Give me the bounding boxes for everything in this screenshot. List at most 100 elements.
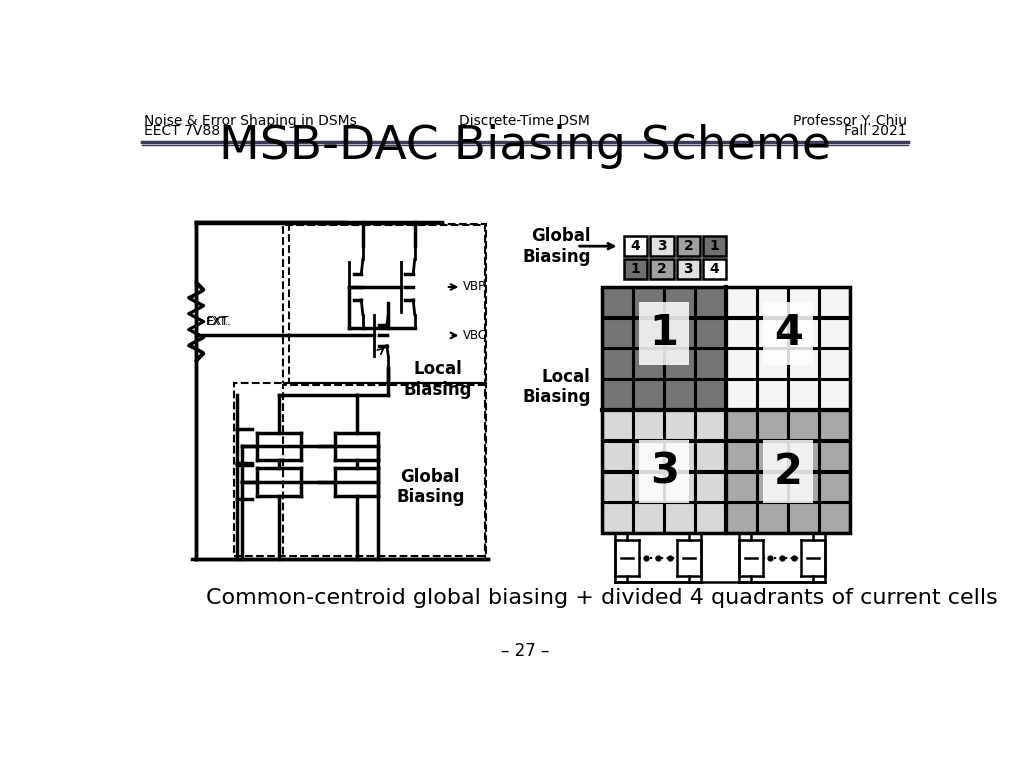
Bar <box>634 349 664 379</box>
Bar <box>603 349 633 379</box>
Bar <box>727 349 757 379</box>
Text: Noise & Error Shaping in DSMs: Noise & Error Shaping in DSMs <box>143 114 356 128</box>
Bar <box>696 380 726 409</box>
Bar <box>820 380 850 409</box>
Text: EECT 7V88: EECT 7V88 <box>143 124 219 138</box>
Bar <box>696 349 726 379</box>
Text: 3: 3 <box>683 262 693 276</box>
Bar <box>696 411 726 440</box>
Bar <box>758 380 787 409</box>
Bar <box>665 319 694 348</box>
Bar <box>703 260 726 280</box>
Bar <box>634 380 664 409</box>
Text: Professor Y. Chiu: Professor Y. Chiu <box>793 114 907 128</box>
Bar <box>624 260 647 280</box>
Text: 4: 4 <box>710 262 720 276</box>
Text: MSB-DAC Biasing Scheme: MSB-DAC Biasing Scheme <box>219 124 830 169</box>
Bar <box>634 503 664 532</box>
Bar <box>758 503 787 532</box>
Bar <box>665 288 694 317</box>
Bar <box>703 236 726 257</box>
Bar <box>758 411 787 440</box>
Bar <box>665 411 694 440</box>
Bar <box>820 503 850 532</box>
Bar <box>758 349 787 379</box>
Text: VBP: VBP <box>463 280 486 293</box>
Text: 2: 2 <box>683 239 693 253</box>
Bar <box>665 503 694 532</box>
Bar <box>727 319 757 348</box>
Bar <box>602 287 850 533</box>
Text: 3: 3 <box>650 451 679 493</box>
Bar <box>603 380 633 409</box>
Bar <box>758 442 787 471</box>
Text: 2: 2 <box>657 262 667 276</box>
Text: Local
Biasing: Local Biasing <box>522 368 591 406</box>
Bar <box>696 319 726 348</box>
Bar <box>234 383 486 557</box>
Bar <box>820 411 850 440</box>
Bar <box>634 288 664 317</box>
Text: Local
Biasing: Local Biasing <box>403 360 472 399</box>
Text: 4: 4 <box>631 239 640 253</box>
Bar <box>665 442 694 471</box>
Bar <box>696 503 726 532</box>
Bar <box>603 472 633 502</box>
Bar <box>820 349 850 379</box>
Bar <box>603 288 633 317</box>
Bar <box>727 442 757 471</box>
Bar <box>650 260 674 280</box>
Bar <box>820 442 850 471</box>
Text: VBC: VBC <box>463 329 487 342</box>
Bar <box>665 380 694 409</box>
Bar <box>634 319 664 348</box>
Bar <box>696 288 726 317</box>
Bar <box>758 288 787 317</box>
Bar <box>758 319 787 348</box>
Text: 2: 2 <box>774 451 803 493</box>
Bar <box>727 380 757 409</box>
Bar <box>603 442 633 471</box>
Bar <box>790 411 818 440</box>
Bar <box>634 442 664 471</box>
Bar <box>665 349 694 379</box>
Text: 4: 4 <box>774 312 803 354</box>
Text: EXT.: EXT. <box>206 316 229 326</box>
Text: 1: 1 <box>650 312 679 354</box>
Bar <box>790 472 818 502</box>
Text: Discrete-Time DSM: Discrete-Time DSM <box>460 114 590 128</box>
Bar <box>790 503 818 532</box>
Bar <box>790 442 818 471</box>
Bar <box>696 472 726 502</box>
Text: Fall 2021: Fall 2021 <box>844 124 907 138</box>
Bar <box>624 236 647 257</box>
Text: EXT.: EXT. <box>207 315 231 328</box>
Bar <box>820 472 850 502</box>
Bar <box>650 236 674 257</box>
Bar <box>289 223 486 383</box>
Text: 3: 3 <box>657 239 667 253</box>
Text: Global
Biasing: Global Biasing <box>522 227 591 266</box>
Bar <box>603 503 633 532</box>
Bar <box>603 411 633 440</box>
Bar <box>634 472 664 502</box>
Bar <box>790 288 818 317</box>
Bar <box>665 472 694 502</box>
Bar <box>758 472 787 502</box>
Bar <box>727 411 757 440</box>
Bar <box>696 442 726 471</box>
Text: – 27 –: – 27 – <box>501 642 549 660</box>
Text: 1: 1 <box>710 239 720 253</box>
Text: Common-centroid global biasing + divided 4 quadrants of current cells: Common-centroid global biasing + divided… <box>206 588 997 608</box>
Bar <box>727 288 757 317</box>
Bar <box>603 319 633 348</box>
Bar <box>677 236 700 257</box>
Text: 1: 1 <box>631 262 640 276</box>
Text: Global
Biasing: Global Biasing <box>396 468 465 506</box>
Bar <box>727 472 757 502</box>
Bar <box>677 260 700 280</box>
Bar <box>790 349 818 379</box>
Bar <box>820 319 850 348</box>
Bar <box>790 380 818 409</box>
Bar <box>790 319 818 348</box>
